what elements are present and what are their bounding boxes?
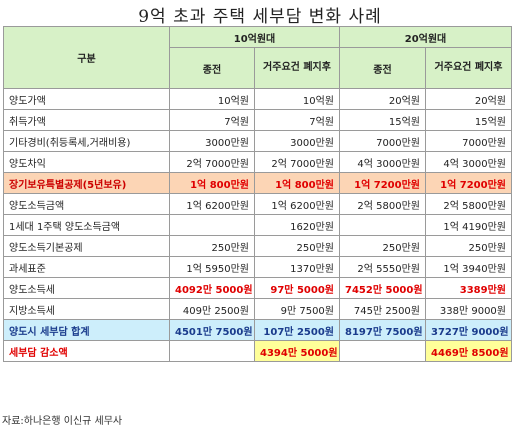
row-label: 취득가액 (3, 109, 170, 131)
tax-comparison-table: 구분 10억원대 20억원대 종전 거주요건 폐지후 종전 거주요건 폐지후 양… (3, 26, 512, 362)
subcol-header-text: 거주요건 폐지후 (434, 62, 503, 73)
row-label-suffix: (5년보유) (82, 179, 127, 191)
table-row: 기타경비(취등록세,거래비용) 3000만원 3000만원 7000만원 700… (3, 130, 512, 152)
cell-value: 107만 2500원 (254, 319, 340, 341)
table-row-total: 양도시 세부담 합계 4501만 7500원 107만 2500원 8197만 … (3, 319, 512, 341)
cell-value: 1370만원 (254, 256, 340, 278)
cell-value: 10억원 (254, 88, 340, 110)
table-row-highlight: 장기보유특별공제(5년보유) 1억 800만원 1억 800만원 1억 7200… (3, 172, 512, 194)
cell-value: 1억 4190만원 (425, 214, 512, 236)
cell-value: 9만 7500원 (254, 298, 340, 320)
cell-value: 745만 2500원 (339, 298, 426, 320)
cell-value (169, 340, 255, 362)
cell-value: 2억 5550만원 (339, 256, 426, 278)
cell-value (169, 214, 255, 236)
table-row: 지방소득세 409만 2500원 9만 7500원 745만 2500원 338… (3, 298, 512, 320)
cell-value: 7000만원 (425, 130, 512, 152)
cell-value: 1620만원 (254, 214, 340, 236)
cell-value: 15억원 (425, 109, 512, 131)
subcol-header: 종전 (169, 47, 255, 89)
cell-value: 4억 3000만원 (425, 151, 512, 173)
table-row: 양도차익 2억 7000만원 2억 7000만원 4억 3000만원 4억 30… (3, 151, 512, 173)
cell-value: 10억원 (169, 88, 255, 110)
subcol-header-text: 거주요건 폐지후 (263, 62, 331, 73)
row-label: 1세대 1주택 양도소득금액 (3, 214, 170, 236)
row-label: 과세표준 (3, 256, 170, 278)
row-label: 기타경비(취등록세,거래비용) (3, 130, 170, 152)
subcol-header: 거주요건 폐지후 (254, 47, 340, 89)
cell-value: 250만원 (169, 235, 255, 257)
row-label: 양도가액 (3, 88, 170, 110)
header-row-sub: 종전 거주요건 폐지후 종전 거주요건 폐지후 (4, 47, 512, 89)
cell-value: 4469만 8500원 (425, 340, 512, 362)
cell-value: 2억 5800만원 (425, 193, 512, 215)
cell-value: 2억 7000만원 (169, 151, 255, 173)
cell-value: 3727만 9000원 (425, 319, 512, 341)
cell-value: 1억 7200만원 (425, 172, 512, 194)
cell-value: 1억 5950만원 (169, 256, 255, 278)
cell-value: 4억 3000만원 (339, 151, 426, 173)
cell-value: 2억 5800만원 (339, 193, 426, 215)
subcol-header: 종전 (339, 47, 426, 89)
cell-value: 1억 6200만원 (169, 193, 255, 215)
cell-value: 2억 7000만원 (254, 151, 340, 173)
cell-value: 1억 800만원 (254, 172, 340, 194)
row-label: 양도소득세 (3, 277, 170, 299)
table-row-saving: 세부담 감소액 4394만 5000원 4469만 8500원 (3, 340, 512, 362)
row-label: 지방소득세 (3, 298, 170, 320)
row-label: 장기보유특별공제(5년보유) (3, 172, 170, 194)
cell-value: 250만원 (339, 235, 426, 257)
cell-value: 20억원 (425, 88, 512, 110)
cell-value: 4394만 5000원 (254, 340, 340, 362)
cell-value: 97만 5000원 (254, 277, 340, 299)
cell-value (339, 214, 426, 236)
cell-value: 7000만원 (339, 130, 426, 152)
table-row: 취득가액 7억원 7억원 15억원 15억원 (3, 109, 512, 131)
cell-value: 338만 9000원 (425, 298, 512, 320)
cell-value: 250만원 (425, 235, 512, 257)
row-label: 양도시 세부담 합계 (3, 319, 170, 341)
cell-value: 20억원 (339, 88, 426, 110)
cell-value: 1억 3940만원 (425, 256, 512, 278)
cell-value: 3000만원 (254, 130, 340, 152)
cell-value: 4092만 5000원 (169, 277, 255, 299)
table-row: 1세대 1주택 양도소득금액 1620만원 1억 4190만원 (3, 214, 512, 236)
cell-value: 8197만 7500원 (339, 319, 426, 341)
table-row: 양도소득금액 1억 6200만원 1억 6200만원 2억 5800만원 2억 … (3, 193, 512, 215)
category-header: 구분 (3, 26, 170, 89)
row-label: 양도소득금액 (3, 193, 170, 215)
cell-value: 1억 800만원 (169, 172, 255, 194)
cell-value: 250만원 (254, 235, 340, 257)
row-label: 세부담 감소액 (3, 340, 170, 362)
cell-value: 3000만원 (169, 130, 255, 152)
table-row: 과세표준 1억 5950만원 1370만원 2억 5550만원 1억 3940만… (3, 256, 512, 278)
source-note: 자료:하나은행 이신규 세무사 (2, 416, 123, 427)
cell-value: 7억원 (169, 109, 255, 131)
table-row-tax: 양도소득세 4092만 5000원 97만 5000원 7452만 5000원 … (3, 277, 512, 299)
header-row-groups: 구분 10억원대 20억원대 (3, 26, 512, 89)
cell-value (339, 340, 426, 362)
group-header-20: 20억원대 (339, 26, 512, 48)
cell-value: 7452만 5000원 (339, 277, 426, 299)
table-row: 양도가액 10억원 10억원 20억원 20억원 (3, 88, 512, 110)
subcol-header: 거주요건 폐지후 (425, 47, 512, 89)
row-label: 양도차익 (3, 151, 170, 173)
cell-value: 15억원 (339, 109, 426, 131)
cell-value: 1억 7200만원 (339, 172, 426, 194)
cell-value: 4501만 7500원 (169, 319, 255, 341)
page-title: 9억 초과 주택 세부담 변화 사례 (138, 7, 382, 27)
row-label-text: 장기보유특별공제 (9, 179, 83, 191)
cell-value: 7억원 (254, 109, 340, 131)
table-row: 양도소득기본공제 250만원 250만원 250만원 250만원 (3, 235, 512, 257)
row-label: 양도소득기본공제 (3, 235, 170, 257)
cell-value: 1억 6200만원 (254, 193, 340, 215)
cell-value: 409만 2500원 (169, 298, 255, 320)
cell-value: 3389만원 (425, 277, 512, 299)
group-header-10: 10억원대 (169, 26, 340, 48)
